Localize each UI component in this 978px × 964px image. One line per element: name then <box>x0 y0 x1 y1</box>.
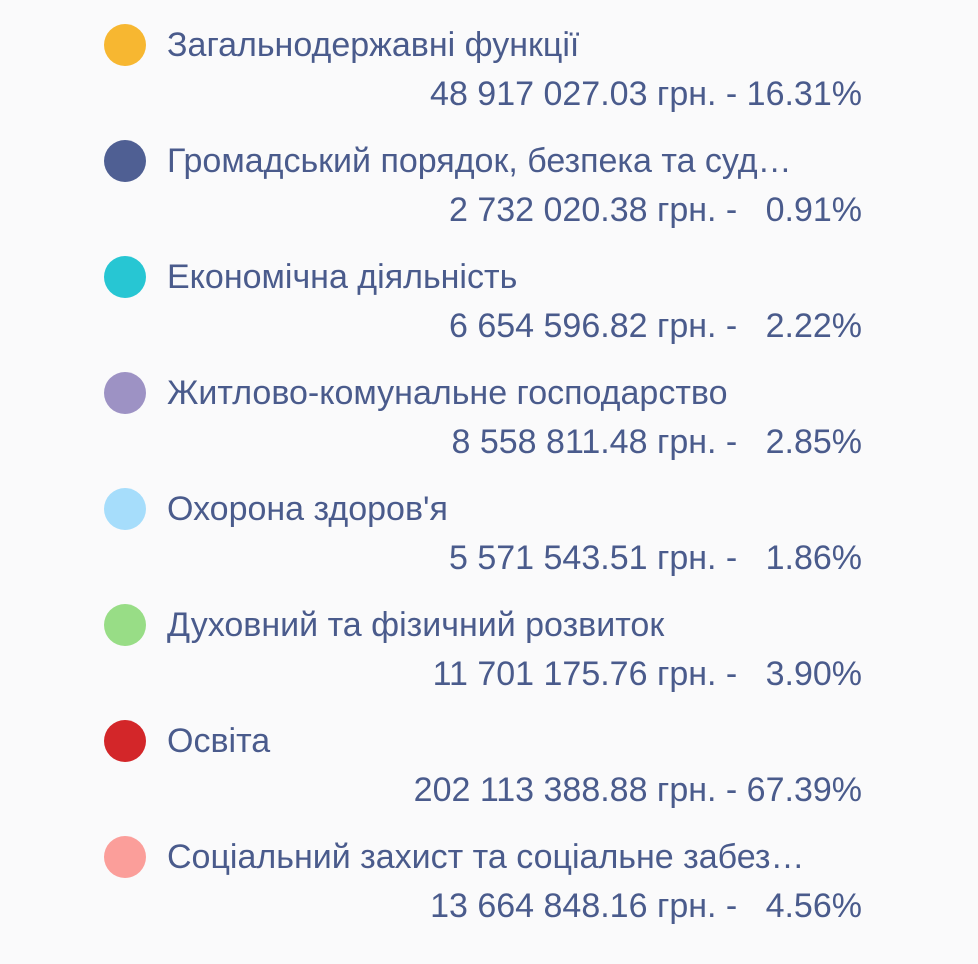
legend-item[interactable]: Духовний та фізичний розвиток 11 701 175… <box>0 580 978 696</box>
legend-value: 8 558 811.48 грн. - 2.85% <box>451 423 863 461</box>
color-dot-icon <box>104 604 146 646</box>
legend-item[interactable]: Загальнодержавні функції 48 917 027.03 г… <box>0 0 978 116</box>
legend-label: Загальнодержавні функції <box>167 26 580 64</box>
legend-value: 5 571 543.51 грн. - 1.86% <box>448 539 862 577</box>
legend-label: Житлово-комунальне господарство <box>167 374 728 412</box>
color-dot-icon <box>104 24 146 66</box>
color-dot-icon <box>104 372 146 414</box>
legend-value: 6 654 596.82 грн. - 2.22% <box>448 307 862 345</box>
legend-value: 48 917 027.03 грн. - 16.31% <box>430 75 862 113</box>
legend-label: Духовний та фізичний розвиток <box>167 606 665 644</box>
color-dot-icon <box>104 836 146 878</box>
legend-label: Громадський порядок, безпека та суд… <box>167 142 792 180</box>
legend-item[interactable]: Житлово-комунальне господарство 8 558 81… <box>0 348 978 464</box>
legend-label: Економічна діяльність <box>167 258 518 296</box>
legend-item[interactable]: Соціальний захист та соціальне забез… 13… <box>0 812 978 928</box>
legend-value: 2 732 020.38 грн. - 0.91% <box>448 191 862 229</box>
color-dot-icon <box>104 256 146 298</box>
legend-value: 13 664 848.16 грн. - 4.56% <box>430 887 862 925</box>
legend-label: Соціальний захист та соціальне забез… <box>167 838 805 876</box>
legend-label: Охорона здоров'я <box>167 490 448 528</box>
legend-label: Освіта <box>167 722 271 760</box>
legend-item[interactable]: Охорона здоров'я 5 571 543.51 грн. - 1.8… <box>0 464 978 580</box>
color-dot-icon <box>104 140 146 182</box>
legend-value: 11 701 175.76 грн. - 3.90% <box>432 655 862 693</box>
legend-item[interactable]: Громадський порядок, безпека та суд… 2 7… <box>0 116 978 232</box>
legend-item[interactable]: Освіта 202 113 388.88 грн. - 67.39% <box>0 696 978 812</box>
legend-value: 202 113 388.88 грн. - 67.39% <box>413 771 862 809</box>
legend-item[interactable]: Економічна діяльність 6 654 596.82 грн. … <box>0 232 978 348</box>
color-dot-icon <box>104 720 146 762</box>
color-dot-icon <box>104 488 146 530</box>
